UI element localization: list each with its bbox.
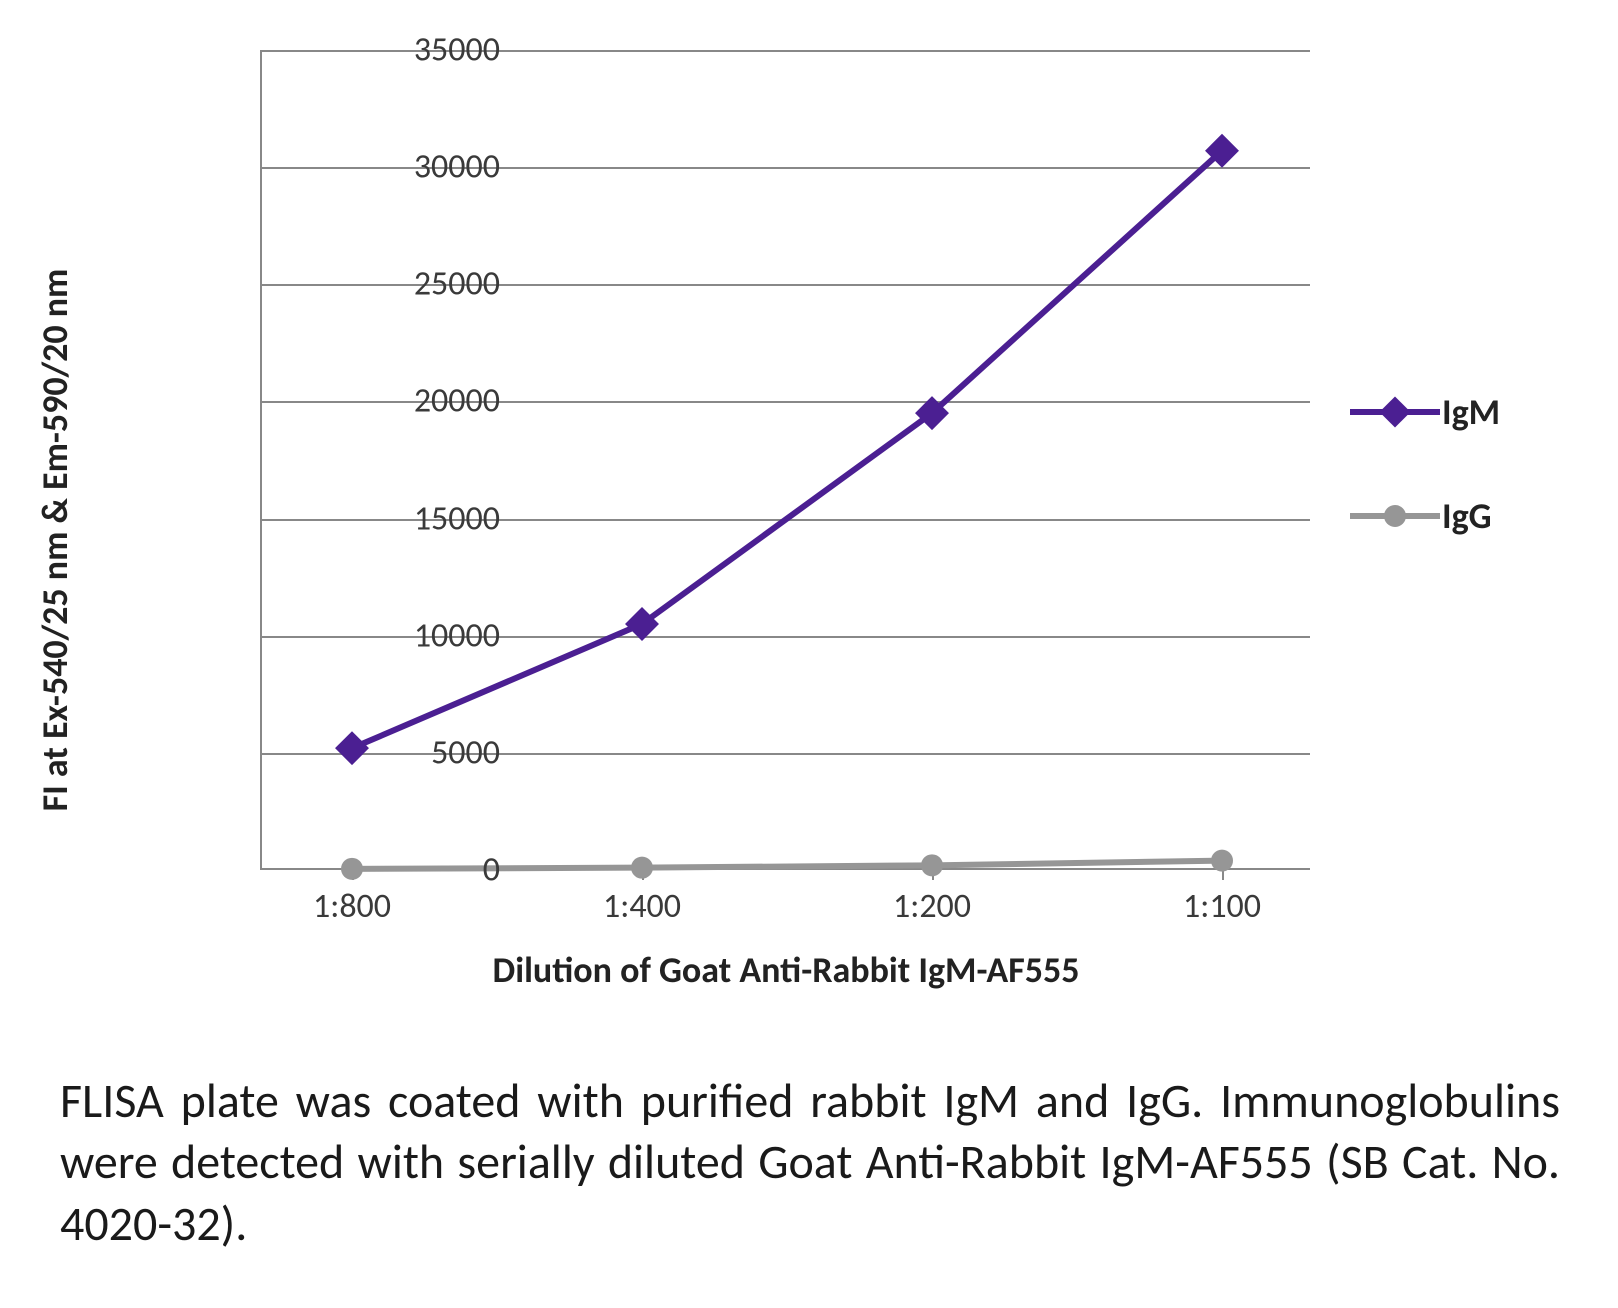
y-tick-label: 15000 [380, 498, 500, 539]
legend-label-igg: IgG [1442, 494, 1492, 538]
x-tick-label: 1:200 [893, 886, 971, 927]
figure: FI at Ex-540/25 nm & Em-590/20 nm Diluti… [60, 30, 1560, 1050]
marker-circle [341, 858, 363, 880]
x-tick-label: 1:400 [603, 886, 681, 927]
caption-text: FLISA plate was coated with purified rab… [60, 1070, 1560, 1254]
x-tick-label: 1:800 [313, 886, 391, 927]
legend-item-igg: IgG [1350, 494, 1610, 538]
y-tick-label: 30000 [380, 147, 500, 188]
legend-swatch-igg [1350, 504, 1440, 528]
y-tick-label: 25000 [380, 264, 500, 305]
legend-swatch-igm [1350, 400, 1440, 424]
y-tick-label: 10000 [380, 615, 500, 656]
y-tick-label: 5000 [380, 732, 500, 773]
marker-circle [921, 854, 943, 876]
y-tick-label: 0 [380, 850, 500, 891]
marker-circle [631, 857, 653, 879]
x-axis-title: Dilution of Goat Anti-Rabbit IgM-AF555 [493, 948, 1080, 992]
marker-circle [1211, 850, 1233, 872]
legend-item-igm: IgM [1350, 390, 1610, 434]
legend: IgM IgG [1350, 390, 1610, 598]
y-tick-label: 20000 [380, 381, 500, 422]
series-line-igm [352, 151, 1222, 748]
y-tick-label: 35000 [380, 30, 500, 71]
marker-diamond [335, 731, 369, 765]
legend-label-igm: IgM [1442, 390, 1500, 434]
x-tick-label: 1:100 [1183, 886, 1261, 927]
y-axis-title: FI at Ex-540/25 nm & Em-590/20 nm [33, 269, 77, 812]
